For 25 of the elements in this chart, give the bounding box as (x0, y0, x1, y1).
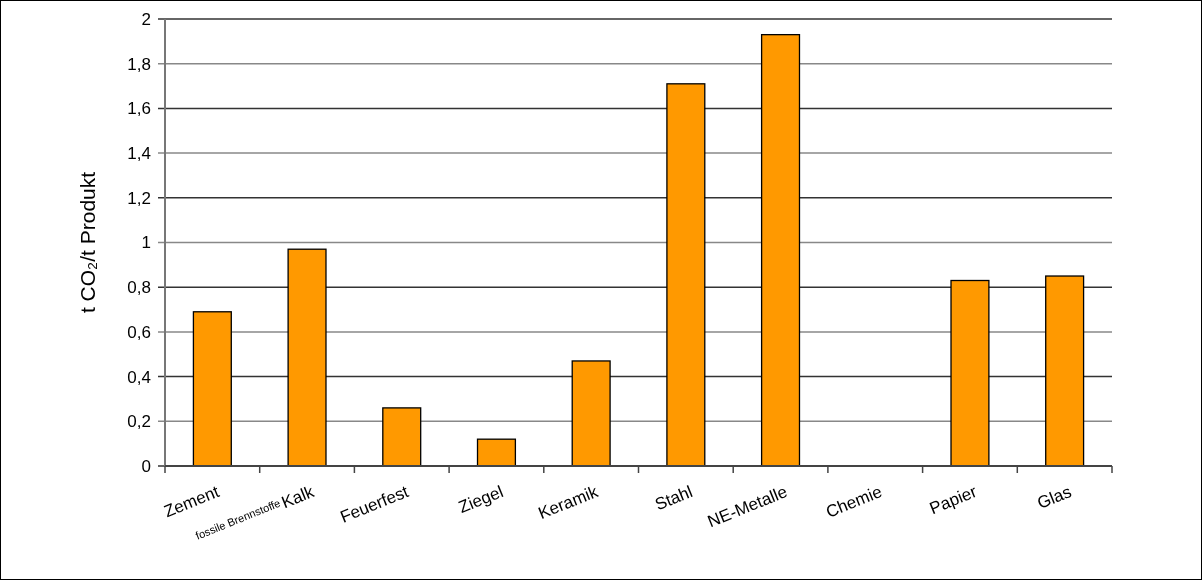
bar (1045, 275, 1085, 467)
bar (950, 279, 990, 467)
y-tick-label: 0,6 (127, 322, 151, 342)
bar (666, 83, 706, 467)
bar (192, 311, 232, 467)
y-tick-label: 1,4 (127, 144, 151, 164)
bar (287, 248, 327, 467)
y-tick-label: 0,8 (127, 278, 151, 298)
x-tick-label: Glas (1034, 482, 1075, 513)
x-tick-label: Papier (926, 481, 980, 519)
y-tick-label: 1,2 (127, 188, 151, 208)
bar (476, 438, 517, 467)
y-axis-title: t CO₂/t Produkt (76, 171, 99, 314)
bar (760, 34, 801, 467)
y-tick-label: 0,2 (127, 412, 151, 432)
x-tick-label: Stahl (652, 482, 696, 515)
y-tick-label: 1 (141, 233, 151, 253)
bar (571, 360, 611, 467)
x-tick-label: Ziegel (455, 482, 506, 518)
y-tick-label: 0 (141, 456, 151, 476)
y-tick-label: 1,6 (127, 99, 151, 119)
y-tick-label: 0,4 (127, 367, 151, 387)
bar (382, 407, 422, 467)
y-tick-label: 2 (141, 9, 151, 29)
y-tick-label: 1,8 (127, 54, 151, 74)
